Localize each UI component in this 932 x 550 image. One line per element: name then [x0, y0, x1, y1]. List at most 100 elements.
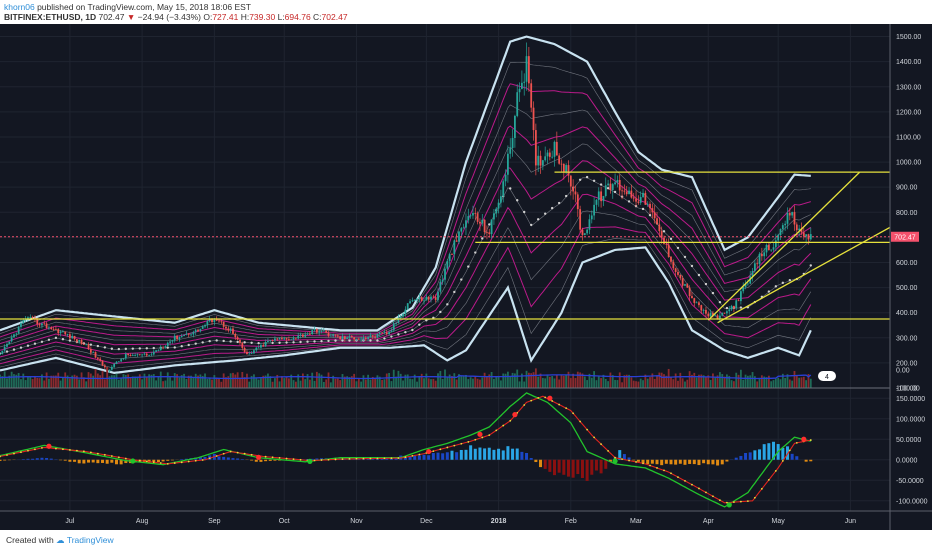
macd-cross-marker	[801, 436, 807, 442]
volume-bar	[658, 372, 661, 388]
signal-dot	[565, 407, 568, 410]
signal-dot	[614, 456, 616, 459]
macd-cross-marker	[256, 454, 262, 460]
author-link[interactable]: khorn06	[4, 2, 35, 12]
candle-body	[551, 156, 554, 158]
signal-dot	[96, 452, 99, 455]
signal-dot	[299, 458, 302, 461]
candle-body	[604, 185, 607, 196]
volume-bar	[569, 378, 572, 388]
support-line[interactable]	[707, 171, 861, 321]
macd-histogram-bar	[254, 459, 258, 462]
candle-body	[593, 204, 596, 216]
volume-bar	[355, 381, 358, 388]
volume-bar	[285, 377, 288, 388]
candle-body	[41, 323, 43, 326]
macd-histogram-bar	[599, 459, 603, 474]
volume-bar	[122, 374, 125, 388]
volume-bar	[346, 376, 349, 388]
trend-dot	[530, 223, 533, 227]
volume-bar	[348, 377, 351, 388]
candle-body	[166, 342, 169, 347]
trend-dot	[613, 190, 617, 194]
volume-bar	[534, 368, 537, 388]
signal-dot	[250, 453, 253, 456]
candle-body	[176, 335, 178, 340]
volume-bar	[758, 377, 761, 388]
candle-body	[469, 215, 472, 217]
volume-bar	[504, 373, 507, 388]
volume-bar	[68, 378, 71, 388]
candle-body	[623, 190, 626, 192]
volume-bar	[31, 379, 34, 388]
signal-dot	[166, 462, 169, 465]
trend-dot	[523, 210, 526, 214]
macd-histogram-bar	[413, 455, 417, 460]
macd-pane[interactable]	[0, 392, 813, 508]
signal-dot	[795, 441, 798, 444]
candle-body	[225, 326, 227, 329]
price-pane[interactable]	[0, 35, 891, 375]
candle-body	[609, 183, 612, 191]
candle-body	[409, 301, 411, 304]
volume-bar	[246, 373, 248, 388]
candle-body	[374, 336, 377, 338]
close-value: 702.47	[321, 12, 348, 22]
volume-bar	[294, 381, 297, 388]
candle-body	[385, 332, 388, 335]
candle-body	[707, 313, 710, 317]
chart-canvas[interactable]: 1500.00 1400.00 1300.00 1200.00 1100.00 1000.…	[0, 24, 932, 530]
signal-dot	[390, 457, 393, 460]
candle-body	[80, 339, 83, 345]
volume-bar	[733, 381, 735, 388]
trend-dot	[467, 265, 470, 268]
candle-body	[425, 296, 428, 301]
trend-dot	[138, 347, 141, 350]
candle-body	[82, 344, 85, 345]
candle-body	[388, 331, 390, 335]
volume-bar	[493, 378, 495, 388]
volume-bar	[502, 373, 505, 388]
candle-body	[6, 343, 8, 347]
signal-dot	[628, 459, 630, 462]
volume-bar	[274, 378, 276, 388]
trend-dot	[725, 306, 729, 310]
macd-histogram-bar	[520, 451, 524, 460]
candle-body	[520, 82, 523, 89]
volume-bar	[41, 374, 43, 388]
volume-bar	[213, 375, 216, 388]
volume-bar	[402, 380, 404, 388]
macd-histogram-bar	[618, 450, 622, 460]
candle-body	[665, 243, 668, 245]
candle-body	[78, 339, 81, 342]
tradingview-link[interactable]: TradingView	[66, 535, 114, 545]
macd-axis[interactable]: 150.0000 100.0000 50.0000 0.0000 -50.0000 -10…	[896, 396, 928, 506]
candle-body	[709, 313, 712, 317]
signal-dot	[187, 460, 190, 463]
volume-bar	[225, 377, 227, 388]
trend-dot	[599, 183, 603, 186]
volume-bar	[71, 375, 74, 388]
volume-tick-label: -100.00	[896, 386, 920, 393]
candle-body	[136, 354, 139, 356]
volume-bar	[3, 371, 6, 388]
candle-body	[784, 223, 787, 226]
volume-bar	[409, 378, 411, 388]
volume-bar	[753, 376, 756, 388]
volume-bar	[43, 380, 46, 388]
candle-body	[192, 331, 195, 335]
trend-dot	[54, 336, 58, 340]
signal-dot	[369, 457, 372, 460]
trend-dot	[19, 346, 23, 349]
candle-body	[134, 355, 137, 356]
signal-dot	[739, 500, 742, 503]
candle-body	[218, 320, 220, 322]
macd-histogram-bar	[417, 455, 421, 460]
volume-bar	[707, 375, 710, 388]
symbol-label[interactable]: BITFINEX:ETHUSD, 1D	[4, 12, 97, 22]
volume-badge[interactable]: 4	[818, 371, 836, 381]
candle-body	[602, 195, 605, 202]
volume-bar	[383, 379, 386, 388]
time-axis[interactable]: Jul Aug Sep Oct Nov Dec 2018 Feb Mar Apr May Jun	[65, 518, 856, 525]
support-line[interactable]	[717, 226, 891, 324]
